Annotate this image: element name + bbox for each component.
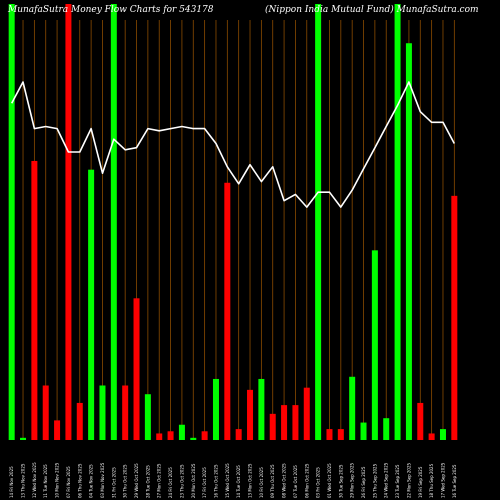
price-line (10, 81, 456, 208)
x-tick-label: 07 Tue Oct 2025 (293, 465, 298, 498)
x-tick-label: 25 Thu Sep 2025 (372, 463, 377, 498)
x-tick-label: 06 Mon Oct 2025 (304, 463, 309, 498)
bar-up (360, 422, 367, 440)
x-tick-label: 17 Fri Oct 2025 (202, 467, 207, 498)
x-tick-label: 19 Fri Sep 2025 (418, 466, 423, 498)
bar-up (212, 378, 219, 440)
x-tick-label: 31 Fri Oct 2025 (111, 467, 116, 498)
x-tick-label: 12 Wed Nov 2025 (32, 462, 37, 498)
bar-down (337, 429, 344, 440)
bar-down (281, 405, 288, 440)
x-tick-label: 06 Thu Nov 2025 (77, 463, 82, 498)
bar-up (439, 429, 446, 440)
bar-down (303, 387, 310, 440)
bar-down (76, 402, 83, 440)
bar-up (8, 4, 15, 440)
bar-up (144, 394, 151, 440)
bar-down (247, 389, 254, 440)
x-tick-label: 20 Mon Oct 2025 (191, 463, 196, 498)
bar-up (99, 385, 106, 440)
bar-down (156, 433, 163, 440)
bar-down (326, 429, 333, 440)
bar-down (42, 385, 49, 440)
x-tick-label: 17 Wed Sep 2025 (440, 462, 445, 498)
bar-up (178, 424, 185, 440)
x-tick-label: 16 Tue Sep 2025 (452, 464, 457, 498)
bar-up (394, 4, 401, 440)
bar-down (167, 431, 174, 440)
bar-up (190, 437, 197, 440)
x-tick-label: 10 Fri Oct 2025 (259, 467, 264, 498)
x-tick-label: 11 Tue Nov 2025 (43, 464, 48, 498)
x-tick-label: 13 Mon Oct 2025 (248, 463, 253, 498)
bar-up (371, 250, 378, 440)
bar-down (122, 385, 129, 440)
bar-down (428, 433, 435, 440)
bar-up (110, 4, 117, 440)
bars-group (8, 4, 458, 441)
x-tick-label: 23 Tue Sep 2025 (395, 464, 400, 498)
x-tick-label: 09 Thu Oct 2025 (270, 464, 275, 498)
bar-up (258, 378, 265, 440)
x-tick-label: 07 Fri Nov 2025 (66, 466, 71, 498)
x-tick-label: 29 Mon Sep 2025 (350, 462, 355, 498)
x-tick-label: 28 Tue Oct 2025 (145, 465, 150, 498)
chart-title-left: MunafaSutra Money Flow Charts for 543178 (7, 5, 214, 15)
x-tick-label: 27 Mon Oct 2025 (157, 463, 162, 498)
x-tick-label: 18 Thu Sep 2025 (429, 463, 434, 498)
bar-up (349, 376, 356, 440)
price-line-group (10, 81, 456, 208)
bar-down (31, 160, 38, 440)
x-tick-label: 13 Thu Nov 2025 (21, 463, 26, 498)
bar-down (269, 413, 276, 440)
x-tick-label: 10 Mon Nov 2025 (55, 462, 60, 498)
bar-down (292, 405, 299, 440)
bar-down (133, 298, 140, 440)
x-tick-label: 22 Mon Sep 2025 (406, 462, 411, 498)
x-tick-label: 15 Wed Oct 2025 (225, 463, 230, 498)
x-tick-label: 23 Thu Oct 2025 (179, 464, 184, 498)
bar-down (451, 195, 458, 440)
bar-up (20, 437, 27, 440)
bar-up (88, 169, 95, 440)
x-tick-label: 16 Thu Oct 2025 (213, 464, 218, 498)
x-tick-label: 03 Mon Nov 2025 (100, 462, 105, 498)
x-tick-label: 03 Fri Oct 2025 (316, 467, 321, 498)
x-tick-label: 30 Thu Oct 2025 (123, 464, 128, 498)
bar-down (65, 4, 72, 440)
bar-down (417, 402, 424, 440)
x-tick-label: 01 Wed Oct 2025 (327, 463, 332, 498)
bar-up (315, 4, 322, 440)
x-tick-label: 26 Fri Sep 2025 (361, 466, 366, 498)
x-tick-label: 24 Wed Sep 2025 (384, 462, 389, 498)
bar-up (383, 418, 390, 440)
bar-down (224, 182, 231, 440)
x-tick-labels: 14 Fri Nov 2025 13 Thu Nov 2025 12 Wed Nov… (9, 462, 457, 498)
x-tick-label: 30 Tue Sep 2025 (338, 464, 343, 498)
bar-up (405, 43, 412, 441)
x-tick-label: 24 Fri Oct 2025 (168, 467, 173, 498)
bar-down (201, 431, 208, 440)
x-tick-label: 08 Wed Oct 2025 (282, 463, 287, 498)
bar-down (54, 420, 61, 440)
chart-title-right: (Nippon India Mutual Fund) MunafaSutra.c… (265, 4, 479, 15)
x-tick-label: 29 Wed Oct 2025 (134, 463, 139, 498)
bar-down (235, 429, 242, 440)
x-tick-label: 14 Tue Oct 2025 (236, 465, 241, 498)
x-tick-label: 14 Fri Nov 2025 (9, 466, 14, 498)
x-tick-label: 04 Tue Nov 2025 (89, 464, 94, 498)
